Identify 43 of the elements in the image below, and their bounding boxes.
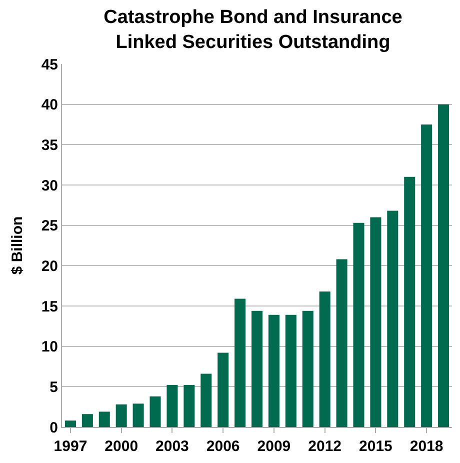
bar xyxy=(404,176,416,427)
bar xyxy=(116,404,127,427)
x-tick-label: 2003 xyxy=(156,438,189,455)
bar xyxy=(132,404,144,427)
bar xyxy=(319,291,330,427)
y-tick-label: 5 xyxy=(50,378,58,396)
bar xyxy=(336,259,348,427)
y-axis-title: $ Billion xyxy=(9,216,26,275)
bar xyxy=(150,396,161,427)
x-tick-label: 2012 xyxy=(308,438,342,455)
chart-title: Catastrophe Bond and Insurance Linked Securities Outstanding xyxy=(104,7,402,53)
bar xyxy=(387,210,398,427)
y-tick-label: 30 xyxy=(41,177,58,194)
x-tick-label: 2006 xyxy=(206,438,240,455)
x-tick-label: 2015 xyxy=(359,438,392,455)
bar xyxy=(370,217,382,427)
bar xyxy=(200,374,212,427)
bar xyxy=(166,385,178,427)
bar xyxy=(251,310,263,427)
bar xyxy=(82,414,93,427)
bar xyxy=(285,314,296,427)
y-tick-label: 15 xyxy=(41,298,58,316)
bar xyxy=(353,222,364,427)
y-tick-label: 0 xyxy=(50,419,58,436)
y-tick-label: 20 xyxy=(41,258,58,275)
bar xyxy=(98,412,110,427)
y-tick-label: 40 xyxy=(41,96,58,114)
y-tick-label: 35 xyxy=(41,136,58,154)
y-tick-label: 25 xyxy=(41,218,58,235)
x-tick-label: 1997 xyxy=(54,438,88,455)
bar xyxy=(64,420,76,427)
bar xyxy=(421,124,432,427)
bar xyxy=(184,385,195,427)
bar xyxy=(438,104,450,427)
x-tick-label: 2018 xyxy=(410,438,444,455)
y-tick-label: 10 xyxy=(41,338,58,356)
bar xyxy=(234,298,246,427)
x-tick-label: 2009 xyxy=(257,438,291,455)
x-tick-label: 2000 xyxy=(104,438,138,455)
bar xyxy=(268,314,280,427)
bar xyxy=(302,310,314,427)
bar xyxy=(218,352,229,427)
y-tick-label: 45 xyxy=(41,56,58,74)
